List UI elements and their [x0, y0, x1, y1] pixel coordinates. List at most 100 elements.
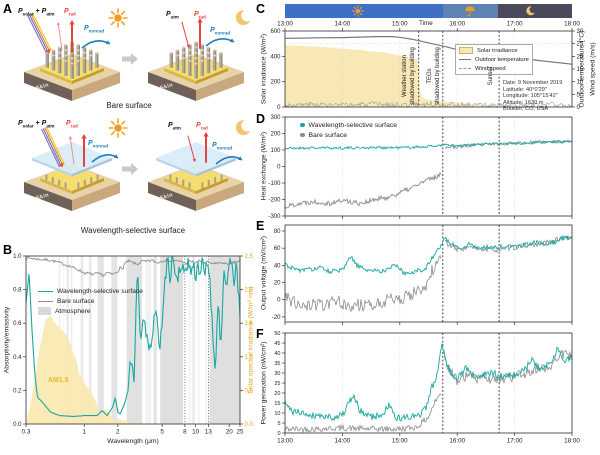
svg-text:25: 25 [236, 429, 244, 436]
panel-B-axes: 0.3 1 2 5 8 10 13 20 250.00.20.40.60.81.00.00.51… [13, 254, 253, 436]
panel-f-label: F [256, 327, 264, 341]
svg-text:18:00: 18:00 [564, 438, 580, 445]
svg-text:-100: -100 [268, 181, 281, 187]
svg-text:-300: -300 [268, 214, 281, 220]
flux-rad-label: Prad [196, 122, 208, 131]
atmosphere-band [198, 256, 201, 424]
svg-text:400: 400 [270, 54, 281, 60]
panel-D-axes: -300 -200 -100 0 100 200 300 [268, 115, 573, 220]
svg-text:13: 13 [205, 429, 213, 436]
svg-text:0: 0 [277, 431, 280, 437]
svg-text:16:00: 16:00 [449, 21, 465, 28]
svg-text:30: 30 [577, 29, 584, 35]
svg-text:40: 40 [274, 351, 280, 357]
atmosphere-band [205, 256, 208, 424]
svg-text:25: 25 [274, 381, 280, 387]
svg-text:17:00: 17:00 [507, 438, 523, 445]
atmosphere-band [88, 256, 92, 424]
info-longitude: Longitude: 105°15′42″ [503, 93, 558, 100]
selective-line-swatch [38, 290, 53, 292]
legend-item: Wavelength-selective surface [38, 286, 143, 296]
plot-border [25, 255, 241, 425]
schematic-selective-night: Patm Prad Pnonrad Skin [140, 118, 252, 218]
svg-text:50: 50 [274, 331, 280, 337]
atmosphere-band [97, 256, 104, 424]
svg-text:20: 20 [226, 429, 234, 436]
panel-D-plot [285, 117, 572, 216]
c-y2-temperature-title: Outdoor temperature (°C) [578, 30, 586, 108]
solar-irradiance-swatch [459, 47, 473, 54]
series-wavelength-selective-surface [285, 140, 572, 151]
moon-icon [232, 8, 252, 28]
night-bar [498, 4, 572, 18]
f-y-axis-title: Power generation (nW/cm²) [260, 341, 268, 425]
plot-border [284, 224, 573, 323]
schematic-bare-day: Psolar + Patm Prad Pnonrad Skin [16, 8, 128, 108]
flux-nonrad-label: Pnonrad [84, 25, 105, 34]
series-wavelength-selective-surface [26, 256, 240, 417]
atmosphere-band [209, 256, 240, 424]
atmosphere-swatch [38, 307, 51, 315]
svg-text:14:00: 14:00 [335, 21, 351, 28]
annotation-sunset: Sunset [488, 66, 494, 86]
solar-irradiance-area [285, 45, 572, 107]
temperature-line-swatch [459, 59, 471, 60]
flux-in-label: Patm [168, 122, 181, 131]
panel-c-label: C [256, 2, 266, 16]
atmosphere-band [126, 256, 143, 424]
transition-arrow [122, 52, 138, 70]
svg-text:0.8: 0.8 [13, 288, 22, 294]
info-altitude: Altitude: 1630 m [503, 99, 544, 106]
bare-dot-swatch [300, 132, 305, 138]
caption-selective-surface: Wavelength-selective surface [80, 226, 186, 235]
b-x-axis-title: Wavelength (μm) [107, 438, 159, 445]
b-y-axis-title: Absorptivity/emissivity [3, 306, 11, 374]
svg-text:30: 30 [274, 371, 280, 377]
flux-rad-label: Prad [64, 8, 76, 17]
transition-arrow [122, 162, 138, 180]
flux-in-label: Psolar + Patm [18, 120, 55, 129]
bare-line-swatch [38, 300, 53, 302]
svg-text:1.0: 1.0 [13, 254, 22, 260]
flux-nonrad-label: Pnonrad [212, 142, 233, 151]
selective-dot-swatch [300, 122, 305, 128]
svg-text:0.0: 0.0 [245, 422, 254, 428]
b-y2-axis-title: Solar spectral irradiance (W/m²·nm) [247, 286, 255, 394]
flux-rad-label: Prad [194, 11, 206, 20]
svg-text:14:00: 14:00 [335, 438, 351, 445]
series-wavelength-selective-surface [285, 343, 572, 422]
series-bare-surface-after-shading- [443, 349, 572, 386]
svg-text:600: 600 [270, 29, 281, 35]
svg-text:2: 2 [116, 429, 120, 436]
panel-E-plot [285, 225, 572, 322]
legend-item: Bare surface [38, 296, 143, 306]
legend-item: Bare surface [300, 130, 397, 140]
panel-e-label: E [256, 219, 265, 233]
series-bare-surface-before-shading- [285, 171, 442, 209]
svg-text:13:00: 13:00 [277, 21, 293, 28]
e-y-axis-title: Output voltage (mV/cm²) [260, 235, 268, 311]
panel-B-plot [26, 256, 240, 424]
flux-rad-label: Prad [66, 120, 78, 129]
svg-text:1.5: 1.5 [245, 321, 254, 327]
legend-item: Wavelength-selective surface [300, 120, 397, 130]
svg-text:45: 45 [274, 341, 280, 347]
c-y2-wind-title: Wind speed (m/s) [589, 42, 597, 96]
svg-text:80: 80 [274, 229, 281, 235]
series-bare-surface-before-shading- [285, 254, 442, 313]
am15-area [26, 315, 152, 424]
panel-C-axes: 13:00 14:00 15:00 16:00 17:00 18:000200400600… [270, 21, 583, 112]
info-date: Date: 9 November 2019 [503, 80, 563, 86]
svg-text:200: 200 [270, 80, 281, 86]
atmosphere-band [192, 256, 196, 424]
svg-text:0.2: 0.2 [13, 388, 22, 394]
svg-text:20: 20 [577, 54, 584, 60]
svg-text:0.6: 0.6 [13, 321, 22, 327]
svg-text:10: 10 [192, 429, 200, 436]
c-legend: Solar irradiance Outdoor temperature Win… [455, 44, 533, 75]
b-legend: Wavelength-selective surface Bare surfac… [38, 286, 143, 316]
svg-text:0: 0 [277, 165, 281, 171]
svg-text:-20: -20 [272, 315, 281, 321]
svg-text:0.0: 0.0 [13, 422, 22, 428]
